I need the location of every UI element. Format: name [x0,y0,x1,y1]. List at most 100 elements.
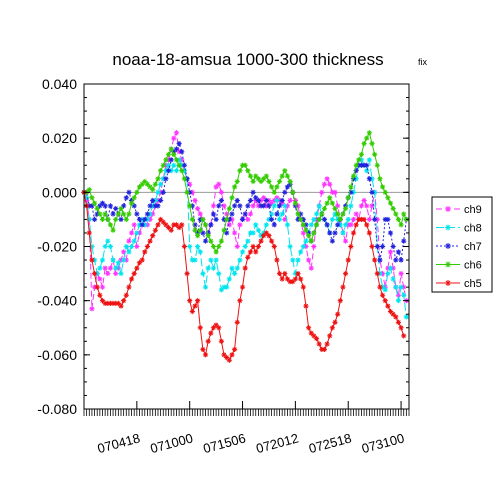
data-point-ch5 [173,222,180,228]
data-point-ch8 [150,203,156,209]
data-point-ch6 [208,238,214,244]
data-point-ch5 [245,254,251,260]
data-point-ch7 [292,203,298,209]
data-point-ch8 [218,287,224,293]
data-point-ch9 [305,257,312,263]
data-point-ch8 [91,257,98,263]
data-point-ch6 [356,157,362,163]
data-point-ch9 [332,189,338,195]
data-point-ch9 [395,292,402,298]
data-point-ch9 [366,216,372,223]
data-point-ch5 [205,338,211,344]
data-point-ch6 [308,238,314,244]
data-point-ch6 [163,157,169,163]
data-point-ch8 [221,284,227,290]
data-point-ch9 [361,197,367,204]
data-point-ch5 [113,300,119,306]
data-point-ch5 [258,238,264,244]
data-point-ch5 [340,284,346,290]
data-point-ch7 [202,238,209,244]
data-point-ch5 [305,325,312,331]
data-point-ch7 [189,203,195,209]
data-point-ch6 [94,205,100,212]
data-point-ch5 [263,230,269,236]
data-point-ch7 [253,195,259,201]
data-point-ch7 [163,176,169,182]
data-point-ch9 [91,284,98,290]
data-point-ch7 [102,203,108,209]
data-point-ch5 [134,265,140,271]
data-point-ch6 [395,216,402,223]
data-point-ch9 [253,197,259,204]
data-point-ch6 [123,216,129,223]
data-point-ch5 [237,298,243,304]
data-point-ch5 [242,265,248,271]
data-point-ch6 [210,243,217,250]
data-point-ch5 [102,300,108,306]
data-point-ch5 [123,292,129,298]
data-point-ch7 [134,211,140,217]
data-point-ch6 [247,173,254,179]
data-point-ch6 [229,195,235,201]
data-point-ch8 [364,168,370,174]
data-point-ch6 [263,173,269,179]
data-point-ch9 [329,189,335,195]
data-point-ch8 [229,265,235,271]
data-point-ch8 [147,211,153,217]
data-point-ch8 [369,176,375,182]
legend-marker-ch7 [445,243,451,249]
data-point-ch8 [205,265,211,271]
y-tick-label: -0.080 [37,401,77,417]
data-point-ch7 [393,257,399,263]
data-point-ch6 [173,157,180,163]
y-tick-label: -0.020 [37,239,77,255]
legend-label-ch8: ch8 [464,223,482,235]
data-point-ch7 [229,211,235,217]
data-point-ch7 [266,203,272,209]
data-point-ch7 [216,203,222,209]
data-point-ch9 [89,306,95,312]
data-point-ch6 [313,222,320,228]
data-point-ch9 [126,238,132,244]
data-point-ch7 [171,149,177,155]
data-point-ch5 [274,257,280,263]
data-point-ch8 [195,243,201,250]
data-point-ch6 [128,200,135,206]
data-point-ch9 [245,216,251,223]
data-point-ch7 [91,216,98,223]
data-point-ch5 [374,270,380,277]
data-point-ch9 [237,222,243,228]
data-point-ch9 [327,181,333,187]
data-point-ch5 [97,292,103,298]
data-point-ch7 [128,197,135,204]
data-point-ch9 [118,257,124,263]
data-point-ch5 [89,257,95,263]
data-point-ch6 [271,189,277,195]
data-point-ch5 [195,298,201,304]
data-point-ch8 [353,176,359,182]
data-point-ch9 [353,211,359,217]
data-point-ch6 [89,195,95,201]
data-point-ch9 [115,265,121,271]
data-point-ch7 [350,176,357,182]
data-point-ch7 [121,203,127,209]
data-point-ch9 [279,200,285,206]
data-point-ch5 [327,333,333,339]
data-point-ch6 [97,211,103,217]
data-point-ch6 [374,162,380,168]
data-point-ch8 [261,230,267,236]
data-point-ch6 [261,176,267,182]
data-point-ch5 [401,333,407,339]
data-point-ch6 [398,222,404,228]
y-tick-label: -0.060 [37,347,77,363]
legend-label-ch5: ch5 [464,278,482,290]
data-point-ch7 [361,162,367,168]
data-point-ch5 [176,224,182,231]
data-point-ch5 [319,346,325,353]
data-point-ch7 [89,203,95,209]
data-point-ch6 [126,211,132,217]
data-point-ch7 [379,243,386,250]
data-point-ch8 [313,211,320,217]
data-point-ch7 [284,184,291,190]
data-point-ch9 [216,181,222,187]
